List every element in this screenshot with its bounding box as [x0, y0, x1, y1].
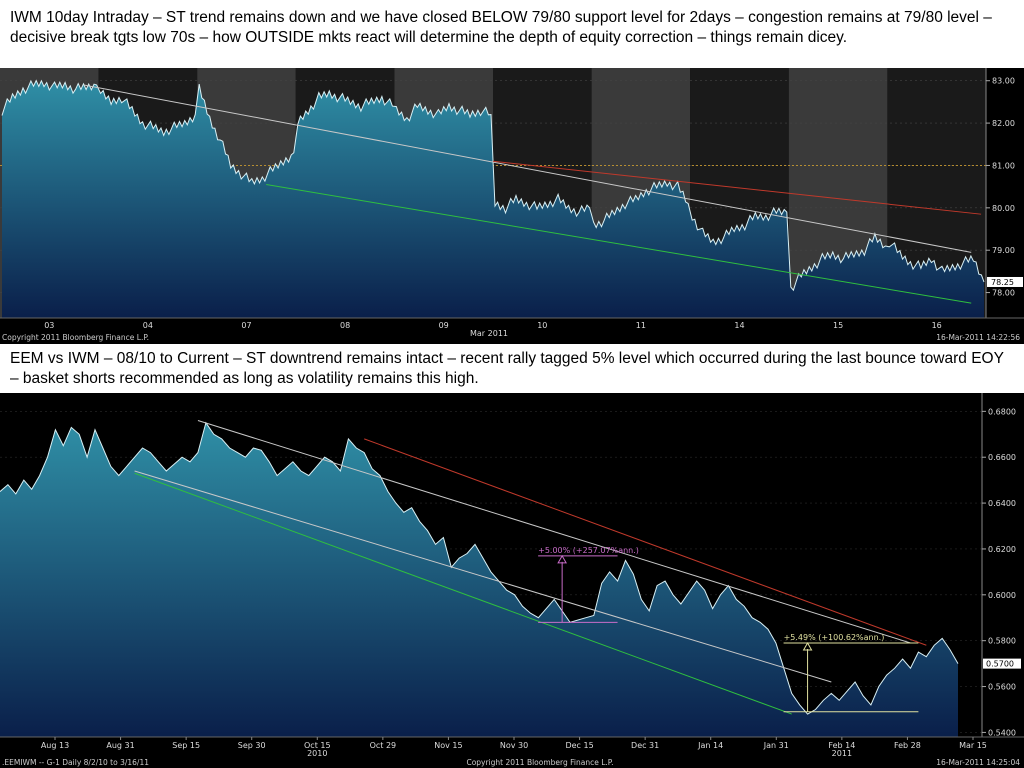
y-tick-label: 0.5800 [988, 637, 1016, 646]
x-tick-label: Aug 13 [41, 741, 69, 750]
annotation-arrowhead [557, 554, 567, 564]
trendlines [83, 84, 982, 304]
footer-security: .EEMIWM -- G-1 Daily 8/2/10 to 3/16/11 [2, 758, 149, 767]
x-tick-label: 11 [636, 321, 646, 330]
trendline-white [83, 84, 972, 253]
x-tick-label: Nov 15 [434, 741, 462, 750]
y-tick-label: 80.00 [992, 204, 1015, 213]
y-axis-panel [982, 393, 1024, 768]
y-tick-label: 79.00 [992, 246, 1015, 255]
y-tick-label: 78.00 [992, 289, 1015, 298]
trendline-red [364, 438, 927, 646]
y-tick-label: 81.00 [992, 161, 1015, 170]
annotation-arrowhead [802, 641, 813, 651]
annotation-label: +5.00% (+257.07%ann.) [538, 546, 639, 555]
x-tick-label: Jan 14 [697, 741, 723, 750]
x-tick-label: Aug 31 [106, 741, 134, 750]
trendline-green [134, 472, 792, 715]
y-tick-label: 83.00 [992, 77, 1015, 86]
y-tick-label: 82.00 [992, 119, 1015, 128]
trendline-white [197, 420, 911, 644]
year-label: 2011 [832, 749, 852, 758]
year-label: 2010 [307, 749, 327, 758]
footer-timestamp: 16-Mar-2011 14:22:56 [936, 333, 1020, 342]
x-tick-label: Sep 30 [238, 741, 266, 750]
iwm-intraday-chart: 83.00 82.00 81.00 80.00 79.00 78.00 78.25 03 04 0… [0, 68, 1024, 344]
last-price-label: 78.25 [991, 278, 1014, 287]
last-price-box [987, 276, 1023, 287]
top-chart-caption: IWM 10day Intraday – ST trend remains do… [10, 9, 992, 46]
y-tick-label: 0.6400 [988, 499, 1016, 508]
x-tick-label: Mar 15 [959, 741, 987, 750]
footer-copyright: Copyright 2011 Bloomberg Finance L.P. [2, 333, 149, 342]
month-label: Mar 2011 [470, 329, 508, 338]
y-tick-label: 0.6200 [988, 545, 1016, 554]
x-tick-label: 09 [439, 321, 449, 330]
x-tick-label: Feb 14 [828, 741, 855, 750]
trendlines [134, 420, 927, 715]
x-tick-label: Oct 15 [304, 741, 331, 750]
y-tick-label: 0.6000 [988, 591, 1016, 600]
x-tick-label: 04 [143, 321, 153, 330]
eem-vs-iwm-chart: +5.00% (+257.07%ann.) +5.49% (+100.62%ann… [0, 393, 1024, 768]
x-tick-label: 08 [340, 321, 350, 330]
price-area [2, 80, 984, 318]
y-tick-label: 0.5600 [988, 683, 1016, 692]
footer-copyright: Copyright 2011 Bloomberg Finance L.P. [466, 758, 613, 767]
ratio-line [0, 421, 959, 715]
bottom-chart-caption: EEM vs IWM – 08/10 to Current – ST downt… [10, 350, 1004, 387]
axes: 83.00 82.00 81.00 80.00 79.00 78.00 78.25 03 04 0… [0, 68, 1024, 344]
footer-timestamp: 16-Mar-2011 14:25:04 [936, 758, 1020, 767]
y-tick-label: 0.6800 [988, 407, 1016, 416]
trendline-red [492, 160, 982, 215]
x-tick-label: 14 [734, 321, 744, 330]
annotations: +5.00% (+257.07%ann.) +5.49% (+100.62%ann… [538, 546, 919, 713]
x-tick-label: 07 [241, 321, 251, 330]
x-tick-label: Dec 15 [565, 741, 593, 750]
price-line [1, 79, 985, 292]
x-tick-label: Oct 29 [370, 741, 397, 750]
last-price-box [983, 658, 1021, 669]
x-tick-label: 16 [932, 321, 942, 330]
x-tick-label: Dec 31 [631, 741, 659, 750]
x-tick-label: 10 [537, 321, 547, 330]
x-tick-label: Jan 31 [763, 741, 789, 750]
annotation-label: +5.49% (+100.62%ann.) [784, 633, 885, 642]
trendline-white [134, 470, 832, 683]
y-axis-panel [986, 68, 1024, 344]
x-tick-label: 03 [44, 321, 54, 330]
x-tick-label: 15 [833, 321, 843, 330]
last-price-label: 0.5700 [986, 660, 1014, 669]
axes: 0.6800 0.6600 0.6400 0.6200 0.6000 0.5800 0.56… [0, 393, 1024, 768]
x-tick-label: Feb 28 [894, 741, 921, 750]
y-tick-label: 0.6600 [988, 453, 1016, 462]
trendline-green [266, 184, 972, 304]
ratio-area [0, 422, 958, 737]
x-tick-label: Sep 15 [172, 741, 200, 750]
x-tick-label: Nov 30 [500, 741, 528, 750]
y-tick-label: 0.5400 [988, 728, 1016, 737]
